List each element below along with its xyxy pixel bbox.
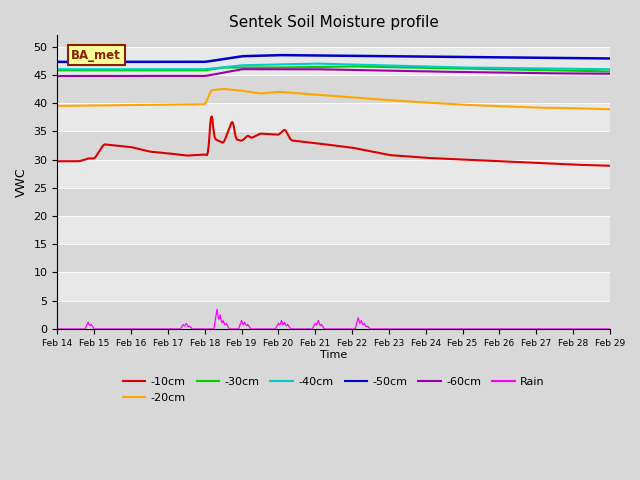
Rain <box>198 326 206 332</box>
-10cm <box>326 142 333 148</box>
-10cm <box>175 152 182 157</box>
Bar <box>58 188 610 216</box>
-20cm <box>175 102 182 108</box>
Line: -10cm: -10cm <box>58 117 610 166</box>
Line: -50cm: -50cm <box>58 55 610 62</box>
-50cm <box>606 56 614 61</box>
-30cm <box>380 64 387 70</box>
Bar <box>58 103 610 132</box>
-10cm <box>606 163 614 168</box>
-10cm <box>380 151 387 157</box>
Rain <box>175 326 182 332</box>
-50cm <box>276 52 284 58</box>
-40cm <box>606 66 614 72</box>
-40cm <box>556 66 564 72</box>
-10cm <box>434 156 442 161</box>
-60cm <box>380 68 387 73</box>
Rain <box>54 326 61 332</box>
-60cm <box>198 73 206 79</box>
-30cm <box>434 65 442 71</box>
-60cm <box>326 67 333 72</box>
Line: Rain: Rain <box>58 309 610 329</box>
Rain <box>326 326 333 332</box>
-50cm <box>434 54 442 60</box>
Bar <box>58 216 610 244</box>
-60cm <box>240 66 248 72</box>
-30cm <box>556 68 564 73</box>
-60cm <box>556 71 564 76</box>
-40cm <box>434 64 442 70</box>
Bar <box>58 159 610 188</box>
-10cm <box>556 161 564 167</box>
-50cm <box>198 59 206 65</box>
Bar <box>58 244 610 273</box>
Y-axis label: VWC: VWC <box>15 168 28 197</box>
-40cm <box>175 66 182 72</box>
-40cm <box>326 61 333 67</box>
Line: -20cm: -20cm <box>58 89 610 109</box>
-40cm <box>54 66 61 72</box>
Text: BA_met: BA_met <box>71 48 121 61</box>
-50cm <box>326 53 333 59</box>
-60cm <box>54 73 61 79</box>
-60cm <box>175 73 182 79</box>
Bar <box>58 47 610 75</box>
-50cm <box>380 53 387 59</box>
-20cm <box>434 100 442 106</box>
Line: -40cm: -40cm <box>58 63 610 69</box>
Rain <box>213 306 221 312</box>
Legend: -10cm, -20cm, -30cm, -40cm, -50cm, -60cm, Rain: -10cm, -20cm, -30cm, -40cm, -50cm, -60cm… <box>118 372 549 407</box>
-10cm <box>54 158 61 164</box>
Rain <box>380 326 387 332</box>
-20cm <box>556 105 564 111</box>
Rain <box>606 326 614 332</box>
-10cm <box>208 114 216 120</box>
-20cm <box>326 93 333 98</box>
-30cm <box>325 64 333 70</box>
-10cm <box>198 152 206 157</box>
-20cm <box>606 107 614 112</box>
-50cm <box>175 59 182 65</box>
Line: -60cm: -60cm <box>58 69 610 76</box>
Rain <box>556 326 564 332</box>
-40cm <box>312 60 319 66</box>
-30cm <box>54 68 61 73</box>
-20cm <box>220 86 227 92</box>
-20cm <box>54 103 61 109</box>
Rain <box>434 326 442 332</box>
-30cm <box>198 68 206 73</box>
-40cm <box>198 66 206 72</box>
-60cm <box>606 71 614 77</box>
-20cm <box>380 97 387 103</box>
Bar <box>58 273 610 300</box>
Bar <box>58 36 610 47</box>
-50cm <box>54 59 61 65</box>
-60cm <box>434 69 442 74</box>
Bar <box>58 132 610 159</box>
X-axis label: Time: Time <box>320 350 348 360</box>
-50cm <box>556 55 564 61</box>
Title: Sentek Soil Moisture profile: Sentek Soil Moisture profile <box>228 15 438 30</box>
Bar <box>58 300 610 329</box>
-30cm <box>348 63 356 69</box>
-30cm <box>606 69 614 74</box>
-20cm <box>198 101 206 107</box>
-40cm <box>380 62 387 68</box>
Bar <box>58 75 610 103</box>
Line: -30cm: -30cm <box>58 66 610 72</box>
-30cm <box>175 68 182 73</box>
